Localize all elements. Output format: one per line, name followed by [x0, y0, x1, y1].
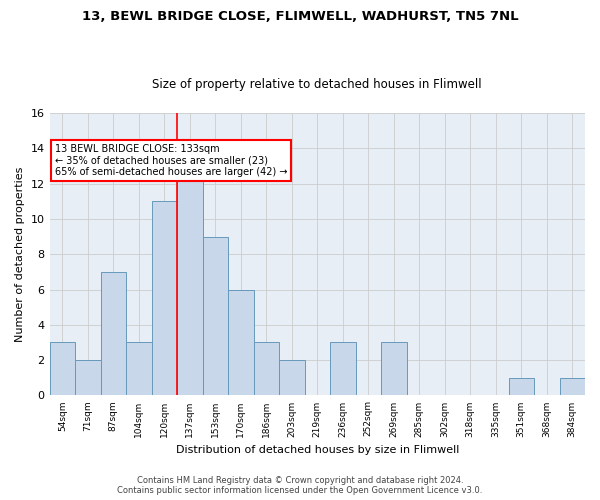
X-axis label: Distribution of detached houses by size in Flimwell: Distribution of detached houses by size …	[176, 445, 459, 455]
Text: 13, BEWL BRIDGE CLOSE, FLIMWELL, WADHURST, TN5 7NL: 13, BEWL BRIDGE CLOSE, FLIMWELL, WADHURS…	[82, 10, 518, 23]
Bar	[126, 342, 152, 396]
Text: 13 BEWL BRIDGE CLOSE: 133sqm
← 35% of detached houses are smaller (23)
65% of se: 13 BEWL BRIDGE CLOSE: 133sqm ← 35% of de…	[55, 144, 287, 178]
Bar	[509, 378, 534, 396]
Text: Contains HM Land Registry data © Crown copyright and database right 2024.
Contai: Contains HM Land Registry data © Crown c…	[118, 476, 482, 495]
Bar	[152, 202, 177, 396]
Bar	[279, 360, 305, 396]
Bar	[560, 378, 585, 396]
Bar	[228, 290, 254, 396]
Bar	[101, 272, 126, 396]
Bar	[177, 166, 203, 396]
Y-axis label: Number of detached properties: Number of detached properties	[15, 166, 25, 342]
Bar	[75, 360, 101, 396]
Title: Size of property relative to detached houses in Flimwell: Size of property relative to detached ho…	[152, 78, 482, 91]
Bar	[330, 342, 356, 396]
Bar	[254, 342, 279, 396]
Bar	[203, 236, 228, 396]
Bar	[50, 342, 75, 396]
Bar	[381, 342, 407, 396]
